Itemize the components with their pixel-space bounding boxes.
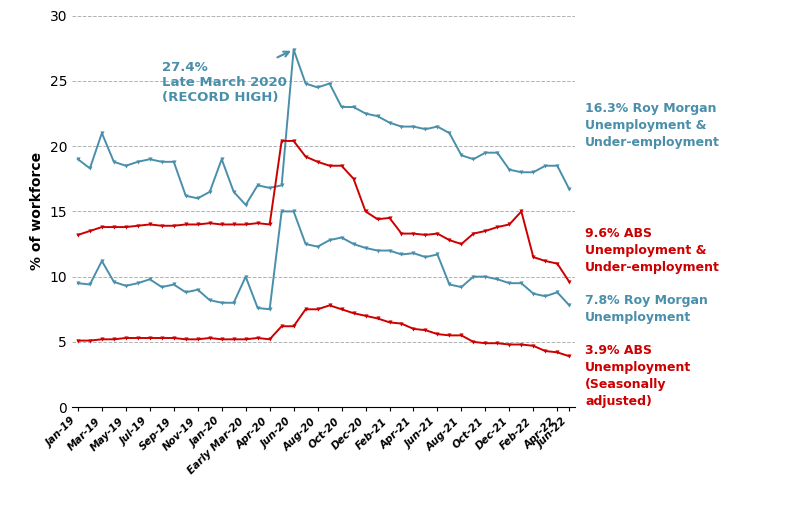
Y-axis label: % of workforce: % of workforce	[30, 152, 44, 270]
Text: 16.3% Roy Morgan
Unemployment &
Under-employment: 16.3% Roy Morgan Unemployment & Under-em…	[586, 102, 720, 149]
Text: 27.4%
Late March 2020
(RECORD HIGH): 27.4% Late March 2020 (RECORD HIGH)	[161, 52, 289, 104]
Text: 3.9% ABS
Unemployment
(Seasonally
adjusted): 3.9% ABS Unemployment (Seasonally adjust…	[586, 344, 692, 408]
Text: 7.8% Roy Morgan
Unemployment: 7.8% Roy Morgan Unemployment	[586, 294, 708, 324]
Text: 9.6% ABS
Unemployment &
Under-employment: 9.6% ABS Unemployment & Under-employment	[586, 227, 720, 274]
